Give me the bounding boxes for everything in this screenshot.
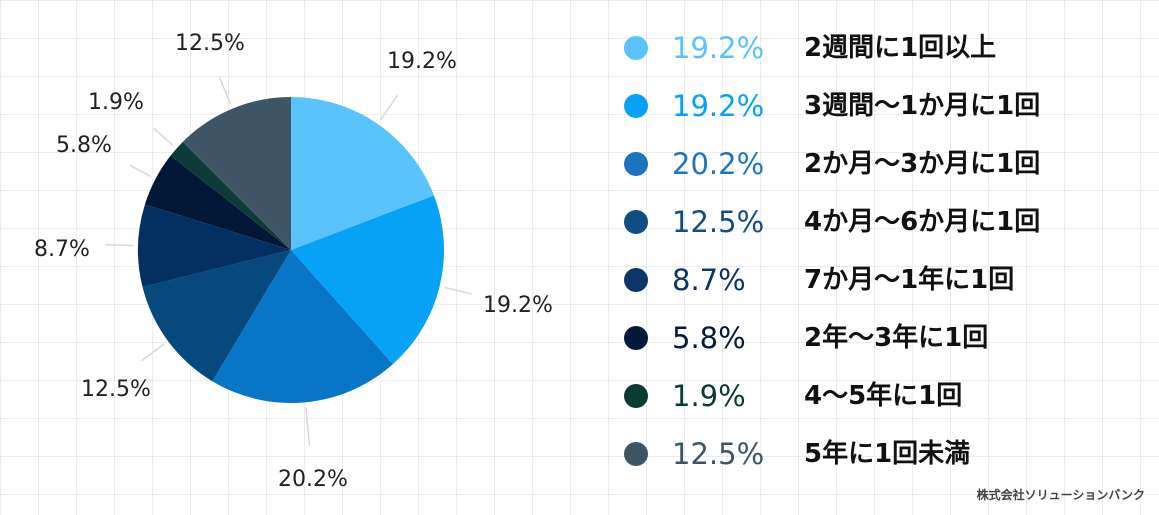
leader-line-4 (141, 343, 165, 362)
legend-item-4: 12.5% 4か月〜6か月に1回 (618, 194, 1138, 252)
legend-percent-1: 19.2% (672, 31, 765, 65)
legend-item-1: 19.2% 2週間に1回以上 (618, 20, 1138, 78)
leader-line-5 (105, 243, 134, 247)
legend: 19.2% 2週間に1回以上 19.2% 3週間〜1か月に1回 20.2% 2か… (618, 20, 1138, 484)
legend-item-2: 19.2% 3週間〜1か月に1回 (618, 78, 1138, 136)
pie-slice-7 (170, 141, 291, 250)
legend-label-3: 2か月〜3か月に1回 (804, 149, 1041, 179)
legend-percent-7: 1.9% (672, 379, 746, 413)
pie-slice-5 (138, 204, 291, 288)
legend-item-8: 12.5% 5年に1回未満 (618, 426, 1138, 484)
legend-item-3: 20.2% 2か月〜3か月に1回 (618, 136, 1138, 194)
legend-item-7: 1.9% 4〜5年に1回 (618, 368, 1138, 426)
legend-label-7: 4〜5年に1回 (804, 381, 963, 411)
pie-slice-6 (144, 155, 291, 250)
legend-swatch-5 (624, 268, 648, 292)
legend-label-6: 2年〜3年に1回 (804, 323, 989, 353)
legend-label-8: 5年に1回未満 (804, 439, 971, 469)
pie-slice-2 (291, 195, 444, 365)
leader-line-1 (380, 94, 399, 121)
pie-slices (138, 97, 444, 403)
legend-percent-8: 12.5% (672, 437, 765, 471)
legend-percent-4: 12.5% (672, 205, 765, 239)
legend-label-2: 3週間〜1か月に1回 (804, 91, 1041, 121)
pie-slice-8 (182, 97, 291, 250)
legend-swatch-1 (624, 36, 648, 60)
legend-label-5: 7か月〜1年に1回 (804, 265, 1015, 295)
slice-label-8: 12.5% (175, 31, 245, 56)
pie-slice-1 (291, 97, 434, 250)
legend-swatch-2 (624, 94, 648, 118)
pie-slice-3 (212, 250, 393, 403)
legend-label-1: 2週間に1回以上 (804, 33, 997, 63)
legend-swatch-6 (624, 326, 648, 350)
slice-label-1: 19.2% (387, 49, 457, 74)
legend-swatch-7 (624, 384, 648, 408)
legend-percent-2: 19.2% (672, 89, 765, 123)
leader-line-3 (305, 407, 311, 446)
legend-swatch-4 (624, 210, 648, 234)
legend-swatch-3 (624, 152, 648, 176)
slice-label-2: 19.2% (483, 293, 553, 318)
slice-labels: 19.2% 19.2% 20.2% 12.5% 8.7% 5.8% 1.9% 12.5% (34, 31, 553, 492)
slice-label-3: 20.2% (278, 467, 348, 492)
legend-percent-6: 5.8% (672, 321, 746, 355)
leader-line-6 (129, 164, 152, 178)
pie-slice-4 (142, 250, 291, 382)
legend-label-4: 4か月〜6か月に1回 (804, 207, 1041, 237)
legend-percent-5: 8.7% (672, 263, 746, 297)
slice-label-6: 5.8% (56, 133, 112, 158)
slice-label-4: 12.5% (81, 377, 151, 402)
source-credit: 株式会社ソリューションバンク (976, 488, 1145, 502)
slice-label-7: 1.9% (88, 90, 144, 115)
pie-chart: 19.2% 19.2% 20.2% 12.5% 8.7% 5.8% 1.9% 12.5% (34, 31, 553, 492)
legend-swatch-8 (624, 442, 648, 466)
leader-lines (105, 76, 472, 446)
leader-line-7 (152, 127, 174, 146)
legend-percent-3: 20.2% (672, 147, 765, 181)
legend-item-6: 5.8% 2年〜3年に1回 (618, 310, 1138, 368)
leader-line-8 (218, 76, 232, 105)
leader-line-2 (444, 286, 472, 295)
slice-label-5: 8.7% (34, 237, 90, 262)
legend-item-5: 8.7% 7か月〜1年に1回 (618, 252, 1138, 310)
